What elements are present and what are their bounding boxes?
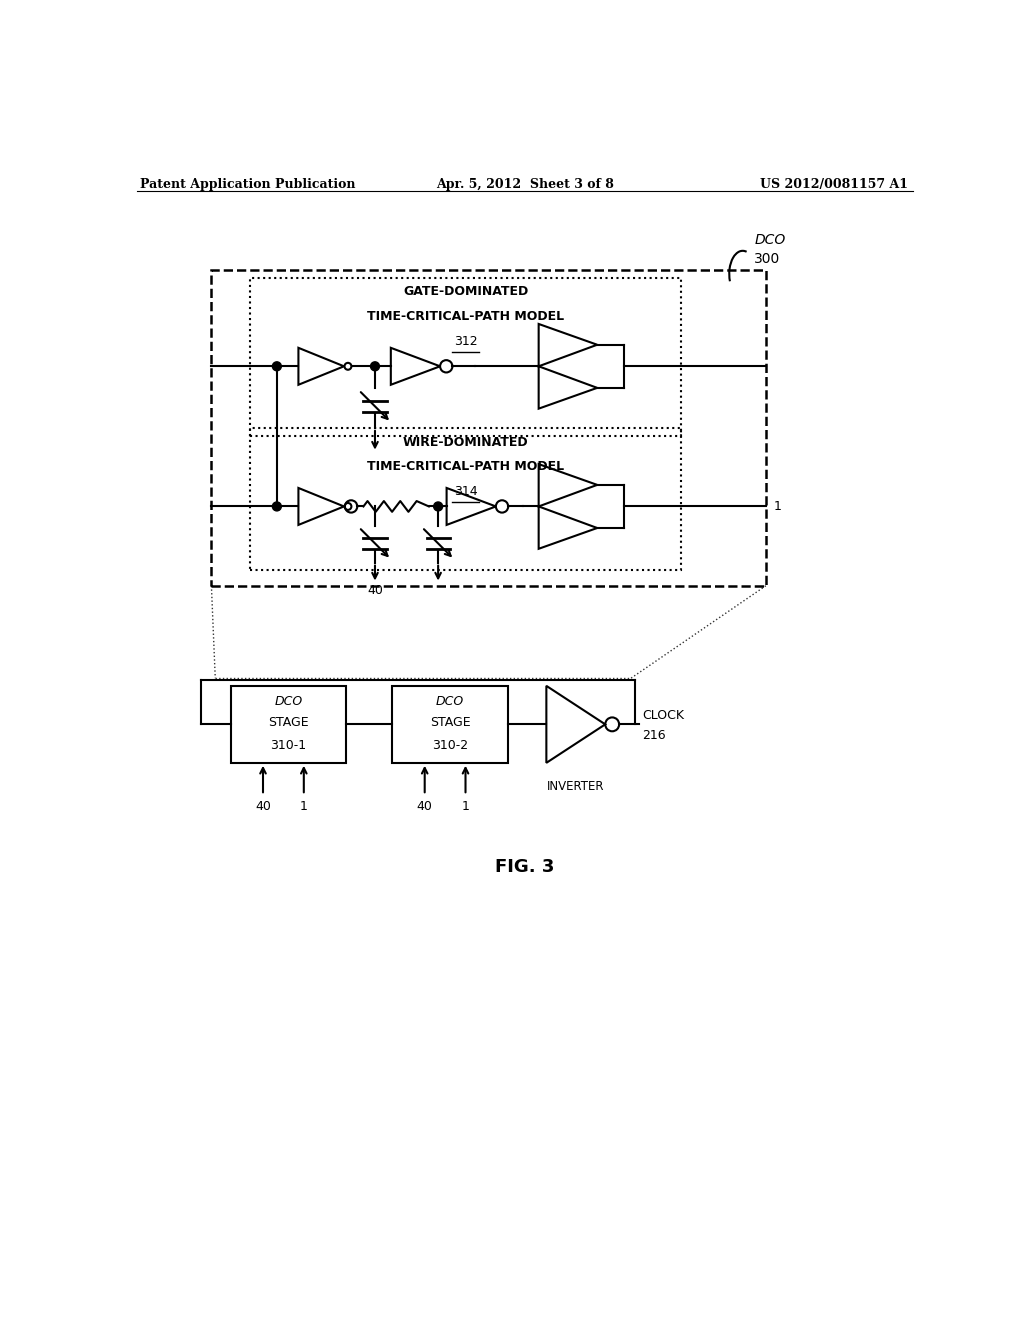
Text: STAGE: STAGE (430, 717, 470, 730)
Text: Patent Application Publication: Patent Application Publication (140, 178, 355, 190)
Text: TIME-CRITICAL-PATH MODEL: TIME-CRITICAL-PATH MODEL (367, 310, 564, 323)
Bar (211, 271, 766, 586)
Text: 312: 312 (454, 335, 477, 347)
Text: 40: 40 (417, 800, 432, 813)
Text: 310-1: 310-1 (270, 739, 306, 752)
Bar (230, 686, 346, 763)
Text: STAGE: STAGE (268, 717, 308, 730)
Bar (250, 277, 681, 436)
Text: 300: 300 (755, 252, 780, 267)
Text: FIG. 3: FIG. 3 (496, 858, 554, 875)
Text: CLOCK: CLOCK (643, 709, 685, 722)
Text: 40: 40 (255, 800, 271, 813)
Text: WIRE-DOMINATED: WIRE-DOMINATED (402, 436, 528, 449)
Text: GATE-DOMINATED: GATE-DOMINATED (402, 285, 528, 298)
Text: 1: 1 (462, 800, 469, 813)
Circle shape (272, 502, 282, 511)
Text: 1: 1 (773, 500, 781, 513)
Circle shape (371, 362, 380, 371)
Text: 310-2: 310-2 (432, 739, 468, 752)
Text: 40: 40 (367, 585, 383, 597)
Circle shape (433, 502, 442, 511)
Text: INVERTER: INVERTER (547, 780, 604, 793)
Text: Apr. 5, 2012  Sheet 3 of 8: Apr. 5, 2012 Sheet 3 of 8 (436, 178, 613, 190)
Text: US 2012/0081157 A1: US 2012/0081157 A1 (760, 178, 908, 190)
Text: DCO: DCO (755, 232, 785, 247)
Text: TIME-CRITICAL-PATH MODEL: TIME-CRITICAL-PATH MODEL (367, 461, 564, 474)
Text: DCO: DCO (436, 694, 464, 708)
Text: 216: 216 (643, 730, 667, 742)
Bar (392, 686, 508, 763)
Text: 314: 314 (454, 484, 477, 498)
Circle shape (272, 362, 282, 371)
Text: DCO: DCO (274, 694, 302, 708)
Text: 1: 1 (300, 800, 308, 813)
Bar (250, 428, 681, 570)
